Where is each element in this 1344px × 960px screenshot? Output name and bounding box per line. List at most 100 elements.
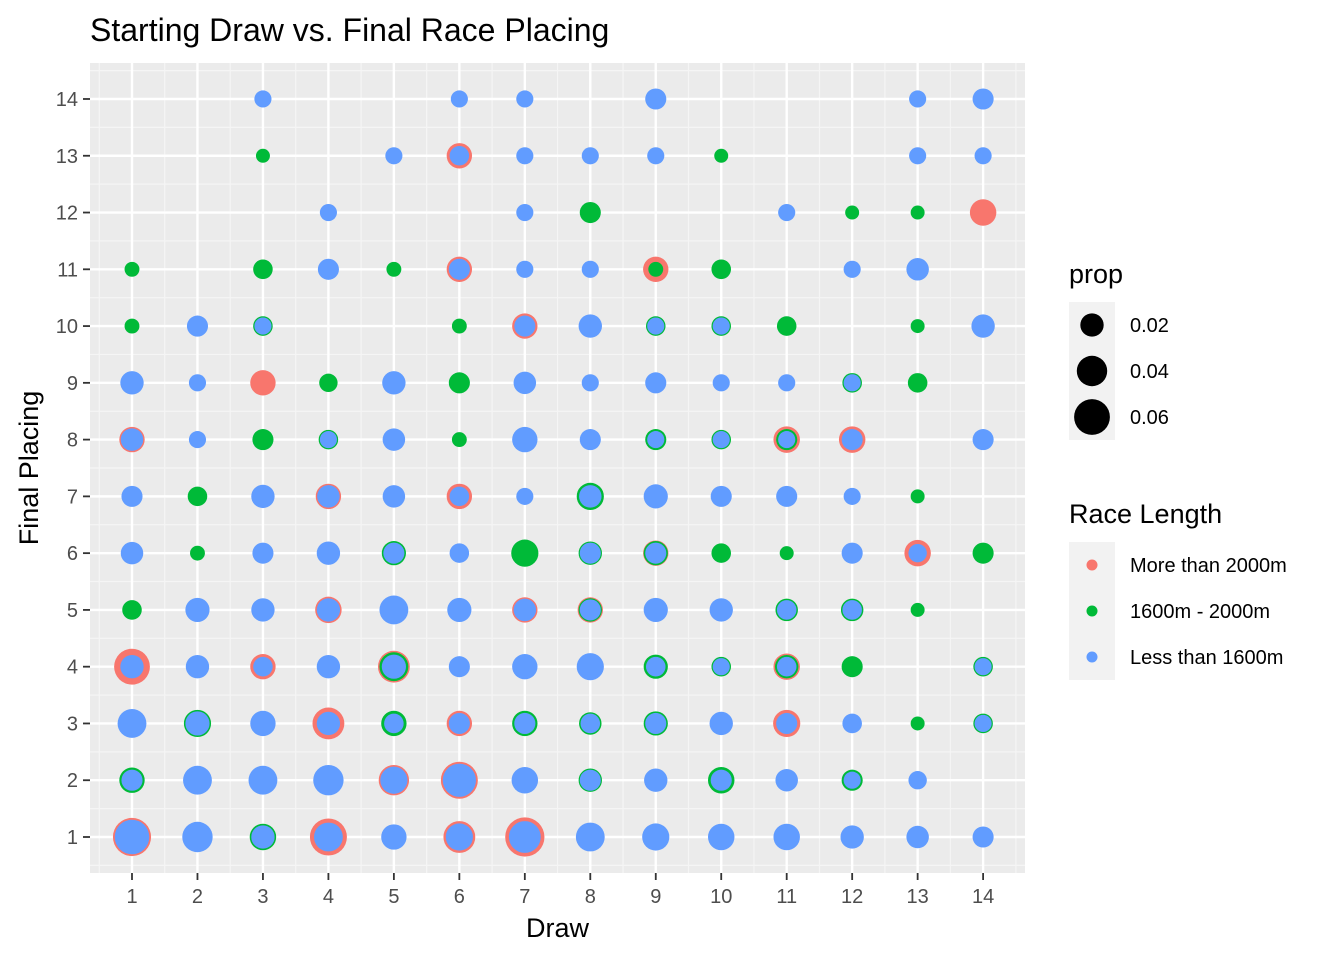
data-point	[382, 428, 406, 451]
data-point	[581, 260, 599, 278]
data-point	[253, 259, 273, 280]
x-tick-label: 12	[841, 886, 863, 908]
data-point	[188, 431, 207, 449]
data-point	[843, 260, 861, 278]
data-point	[516, 260, 534, 278]
data-point	[383, 542, 405, 564]
y-tick-label: 7	[67, 486, 78, 508]
data-point	[643, 597, 668, 623]
data-point	[974, 147, 992, 165]
data-point	[778, 374, 796, 392]
size-legend-title: prop	[1069, 259, 1123, 289]
data-point	[972, 542, 994, 564]
x-tick-label: 1	[126, 886, 137, 908]
data-point	[843, 487, 861, 505]
data-point	[645, 372, 667, 394]
data-point	[516, 147, 534, 165]
data-point	[316, 541, 341, 565]
data-point	[645, 656, 666, 677]
data-point	[449, 486, 470, 507]
data-point	[776, 712, 798, 735]
size-legend-key	[1074, 399, 1110, 435]
data-point	[776, 485, 798, 507]
data-point	[910, 716, 925, 731]
data-point	[248, 765, 278, 795]
data-point	[190, 545, 205, 561]
data-point	[581, 374, 599, 392]
data-point	[579, 542, 601, 564]
data-point	[252, 542, 274, 564]
y-axis-title: Final Placing	[14, 391, 44, 546]
y-tick-label: 11	[57, 259, 78, 281]
data-point	[251, 825, 275, 849]
data-point	[514, 315, 536, 337]
data-point	[576, 653, 604, 681]
size-legend-key	[1080, 313, 1104, 337]
color-legend: Race Length More than 2000m 1600m - 2000m…	[1069, 499, 1287, 680]
data-point	[776, 656, 797, 677]
color-legend-key	[1086, 605, 1098, 617]
data-point	[185, 711, 210, 736]
data-point	[120, 428, 144, 451]
data-point	[578, 314, 602, 338]
x-axis-title: Draw	[526, 913, 590, 943]
x-tick-label: 9	[650, 886, 661, 908]
data-point	[124, 261, 140, 277]
y-tick-label: 2	[67, 770, 78, 792]
color-legend-key	[1086, 559, 1098, 571]
data-point	[319, 373, 338, 393]
data-point	[974, 714, 992, 733]
x-tick-label: 2	[192, 886, 203, 908]
data-point	[841, 542, 863, 564]
data-point	[316, 711, 341, 736]
color-legend-label: Less than 1600m	[1130, 647, 1283, 669]
data-point	[711, 543, 732, 563]
data-point	[450, 90, 468, 108]
minor-gridlines	[90, 63, 1025, 873]
x-tick-label: 13	[907, 886, 929, 908]
data-point	[250, 710, 276, 737]
data-point	[575, 822, 605, 852]
data-point	[906, 258, 929, 281]
data-point	[843, 771, 861, 789]
data-point	[316, 655, 341, 679]
color-legend-label: 1600m - 2000m	[1130, 601, 1270, 623]
data-point	[707, 823, 735, 851]
data-point	[580, 713, 601, 734]
data-point	[776, 316, 797, 336]
data-point	[709, 598, 733, 622]
data-point	[120, 541, 144, 565]
x-tick-label: 7	[519, 886, 530, 908]
color-legend-key	[1086, 651, 1098, 663]
size-legend-key	[1076, 355, 1108, 387]
y-tick-label: 13	[56, 146, 78, 168]
data-point	[379, 595, 409, 625]
data-point	[779, 546, 794, 561]
y-tick-label: 10	[56, 316, 78, 338]
data-point	[845, 205, 860, 220]
data-point	[385, 147, 403, 165]
x-tick-label: 10	[710, 886, 732, 908]
data-point	[516, 90, 534, 108]
data-point	[971, 314, 995, 338]
data-point	[448, 258, 470, 280]
chart-title: Starting Draw vs. Final Race Placing	[90, 12, 609, 48]
data-point	[778, 203, 796, 222]
y-tick-label: 4	[67, 657, 78, 679]
data-point	[186, 315, 209, 337]
data-point	[251, 598, 275, 622]
data-point	[250, 370, 276, 396]
data-point	[969, 199, 997, 226]
data-point	[712, 658, 730, 676]
data-point	[906, 825, 929, 849]
major-gridlines	[90, 63, 1025, 873]
data-point	[910, 205, 925, 220]
data-point	[513, 371, 537, 395]
data-point	[386, 261, 402, 277]
y-tick-label: 1	[67, 827, 78, 849]
y-tick-label: 8	[67, 430, 78, 452]
data-point	[842, 713, 862, 734]
x-tick-label: 8	[585, 886, 596, 908]
